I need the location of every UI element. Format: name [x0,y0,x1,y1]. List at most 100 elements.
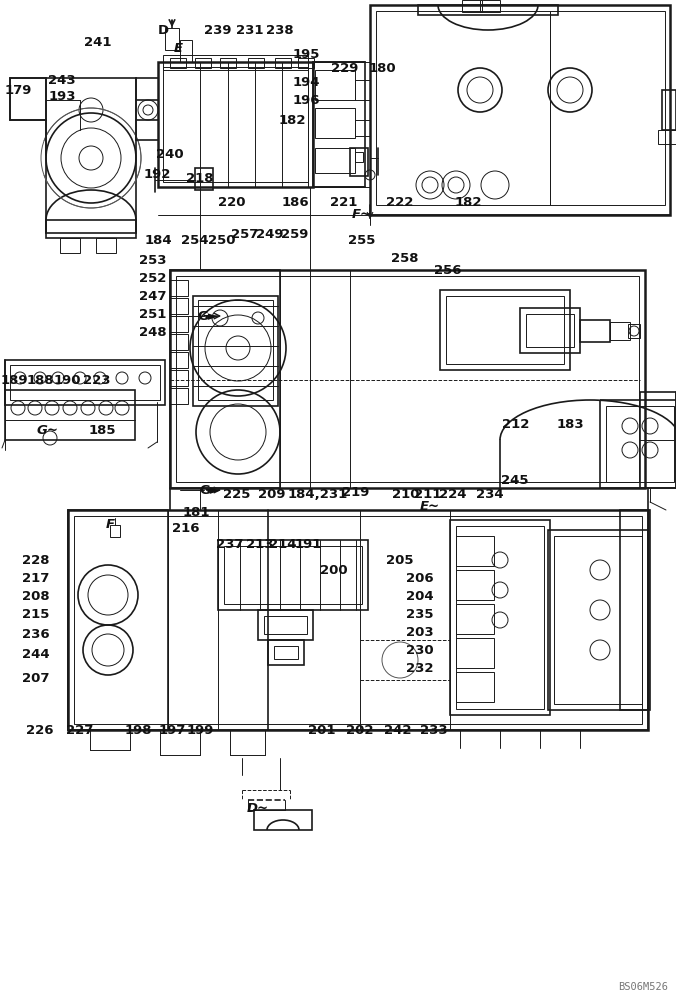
Text: 213: 213 [246,538,274,552]
Bar [462,0,482,12]
Text: 221: 221 [331,196,358,209]
Text: 253: 253 [139,253,167,266]
Bar [456,604,494,634]
Text: 186: 186 [281,196,309,209]
Text: 200: 200 [320,564,348,576]
Text: 233: 233 [420,724,448,736]
Bar [355,120,370,136]
Bar [450,520,550,715]
Text: 199: 199 [187,724,214,736]
Bar [218,540,368,610]
Bar [456,672,494,702]
Bar [170,334,188,350]
Text: 248: 248 [139,326,167,338]
Bar [376,11,550,205]
Text: 219: 219 [342,486,370,498]
Bar [10,78,46,120]
Text: 252: 252 [139,271,167,284]
Text: G►: G► [199,484,220,496]
Text: 218: 218 [187,172,214,184]
Bar [298,58,314,68]
Text: 203: 203 [406,626,434,639]
Text: 247: 247 [139,290,167,302]
Text: 208: 208 [22,589,50,602]
Bar [456,526,544,709]
Bar [554,536,642,704]
Text: 196: 196 [292,94,320,106]
Bar [313,62,365,187]
Text: 216: 216 [172,522,199,534]
Text: E: E [174,41,183,54]
Bar [68,510,168,730]
Bar [224,546,362,604]
Text: 184: 184 [144,233,172,246]
Bar [600,400,676,488]
Bar [5,390,135,440]
Bar [274,646,298,659]
Bar [46,78,136,233]
Bar [110,525,120,537]
Text: 190: 190 [53,373,80,386]
Text: 220: 220 [218,196,246,209]
Text: 251: 251 [139,308,167,320]
Text: 238: 238 [266,23,294,36]
Bar [658,130,676,144]
Text: 207: 207 [22,672,50,684]
Text: 188: 188 [26,373,54,386]
Bar [520,308,580,353]
Bar [275,58,291,68]
Bar [370,5,670,215]
Text: 206: 206 [406,572,434,584]
Text: 182: 182 [279,113,306,126]
Text: 212: 212 [502,418,530,430]
Text: 249: 249 [256,229,284,241]
Text: 204: 204 [406,589,434,602]
Text: 231: 231 [236,23,264,36]
Bar [620,510,650,710]
Bar [170,352,188,368]
Text: 210: 210 [392,488,420,502]
Bar [456,638,494,668]
Text: 230: 230 [406,644,434,656]
Bar [456,536,494,566]
Text: 193: 193 [48,90,76,103]
Text: 236: 236 [22,629,50,642]
Text: 189: 189 [0,373,28,386]
Text: 217: 217 [22,572,50,584]
Text: 255: 255 [348,233,376,246]
Text: 228: 228 [22,554,50,566]
Bar [170,388,188,404]
Text: F: F [105,518,114,532]
Bar [440,290,570,370]
Bar [170,370,188,386]
Text: 250: 250 [208,233,236,246]
Text: E~: E~ [420,500,440,514]
Bar [170,316,188,332]
Text: 183: 183 [556,418,584,430]
Text: 241: 241 [84,35,112,48]
Bar [550,11,665,205]
Bar [268,640,304,665]
Text: 254: 254 [181,233,209,246]
Bar [456,570,494,600]
Bar [165,28,179,50]
Text: 180: 180 [368,62,396,75]
Text: 214: 214 [269,538,297,552]
Text: 232: 232 [406,662,434,674]
Bar [158,62,313,187]
Bar [580,320,610,342]
Bar [96,238,116,253]
Text: D~: D~ [247,802,269,814]
Text: 226: 226 [26,724,54,736]
Bar [264,616,307,634]
Bar [195,58,211,68]
Text: 195: 195 [292,48,320,62]
Text: 235: 235 [406,607,434,620]
Text: 185: 185 [89,424,116,436]
Bar [628,324,640,338]
Text: 215: 215 [22,607,50,620]
Bar [170,270,645,488]
Bar [163,55,308,70]
Text: 223: 223 [83,373,111,386]
Bar [526,314,574,347]
